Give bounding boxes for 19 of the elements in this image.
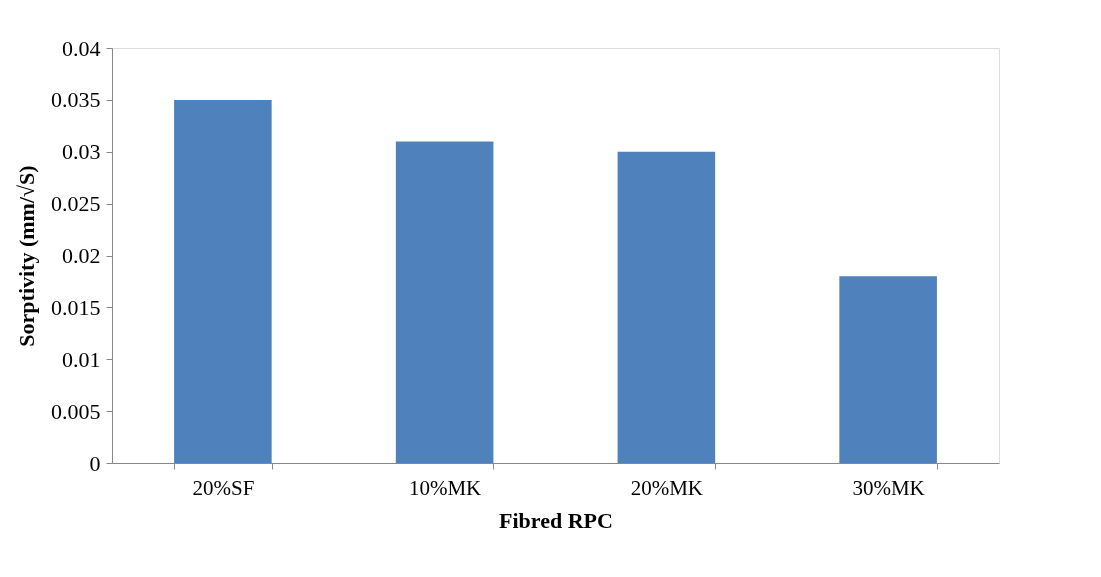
bar [839, 276, 937, 463]
y-tick-label: 0.01 [62, 346, 101, 372]
bar [617, 151, 716, 463]
y-axis-title: Sorptivity (mm/√S) [14, 165, 39, 347]
x-tick-label: 30%MK [852, 475, 925, 500]
bar [395, 141, 494, 463]
y-tick-label: 0 [89, 450, 101, 476]
x-tick-label: 10%MK [408, 475, 482, 500]
y-tick-label: 0.015 [51, 294, 101, 320]
x-tick-label: 20%SF [192, 475, 255, 500]
y-tick-label: 0.005 [51, 398, 101, 424]
y-tick-label: 0.035 [51, 87, 101, 113]
y-tick-label: 0.04 [62, 35, 101, 61]
x-axis-title: Fibred RPC [499, 507, 613, 533]
bar [174, 99, 272, 463]
y-tick-label: 0.02 [62, 243, 101, 268]
x-tick-label: 20%MK [630, 475, 704, 500]
y-tick-label: 0.03 [62, 139, 101, 165]
y-tick-label: 0.025 [51, 191, 101, 217]
